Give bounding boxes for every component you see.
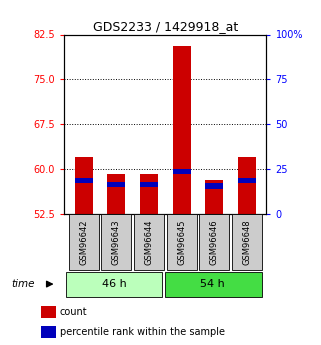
Bar [108, 181, 126, 187]
Bar [238, 178, 256, 184]
FancyBboxPatch shape [134, 215, 164, 270]
Bar [75, 178, 93, 184]
Bar [140, 174, 158, 214]
Bar [140, 181, 158, 187]
Text: GSM96648: GSM96648 [242, 219, 251, 265]
FancyBboxPatch shape [65, 272, 162, 297]
Bar [205, 180, 223, 214]
FancyBboxPatch shape [232, 215, 262, 270]
Bar [173, 169, 191, 175]
Title: GDS2233 / 1429918_at: GDS2233 / 1429918_at [93, 20, 238, 33]
Bar [40, 306, 56, 318]
Text: 54 h: 54 h [200, 279, 225, 289]
Text: percentile rank within the sample: percentile rank within the sample [59, 327, 224, 337]
Bar [238, 157, 256, 214]
Bar [40, 326, 56, 337]
Text: GSM96645: GSM96645 [177, 220, 186, 265]
Text: count: count [59, 307, 87, 317]
Bar [108, 174, 126, 214]
Bar [205, 184, 223, 189]
Text: GSM96642: GSM96642 [79, 220, 88, 265]
FancyBboxPatch shape [199, 215, 229, 270]
Bar [173, 47, 191, 214]
Bar [75, 157, 93, 214]
Text: GSM96644: GSM96644 [144, 220, 153, 265]
FancyBboxPatch shape [165, 272, 262, 297]
Text: time: time [12, 279, 35, 289]
Text: 46 h: 46 h [102, 279, 127, 289]
FancyBboxPatch shape [167, 215, 197, 270]
FancyBboxPatch shape [101, 215, 131, 270]
Text: GSM96646: GSM96646 [210, 219, 219, 265]
FancyBboxPatch shape [69, 215, 99, 270]
Text: GSM96643: GSM96643 [112, 219, 121, 265]
